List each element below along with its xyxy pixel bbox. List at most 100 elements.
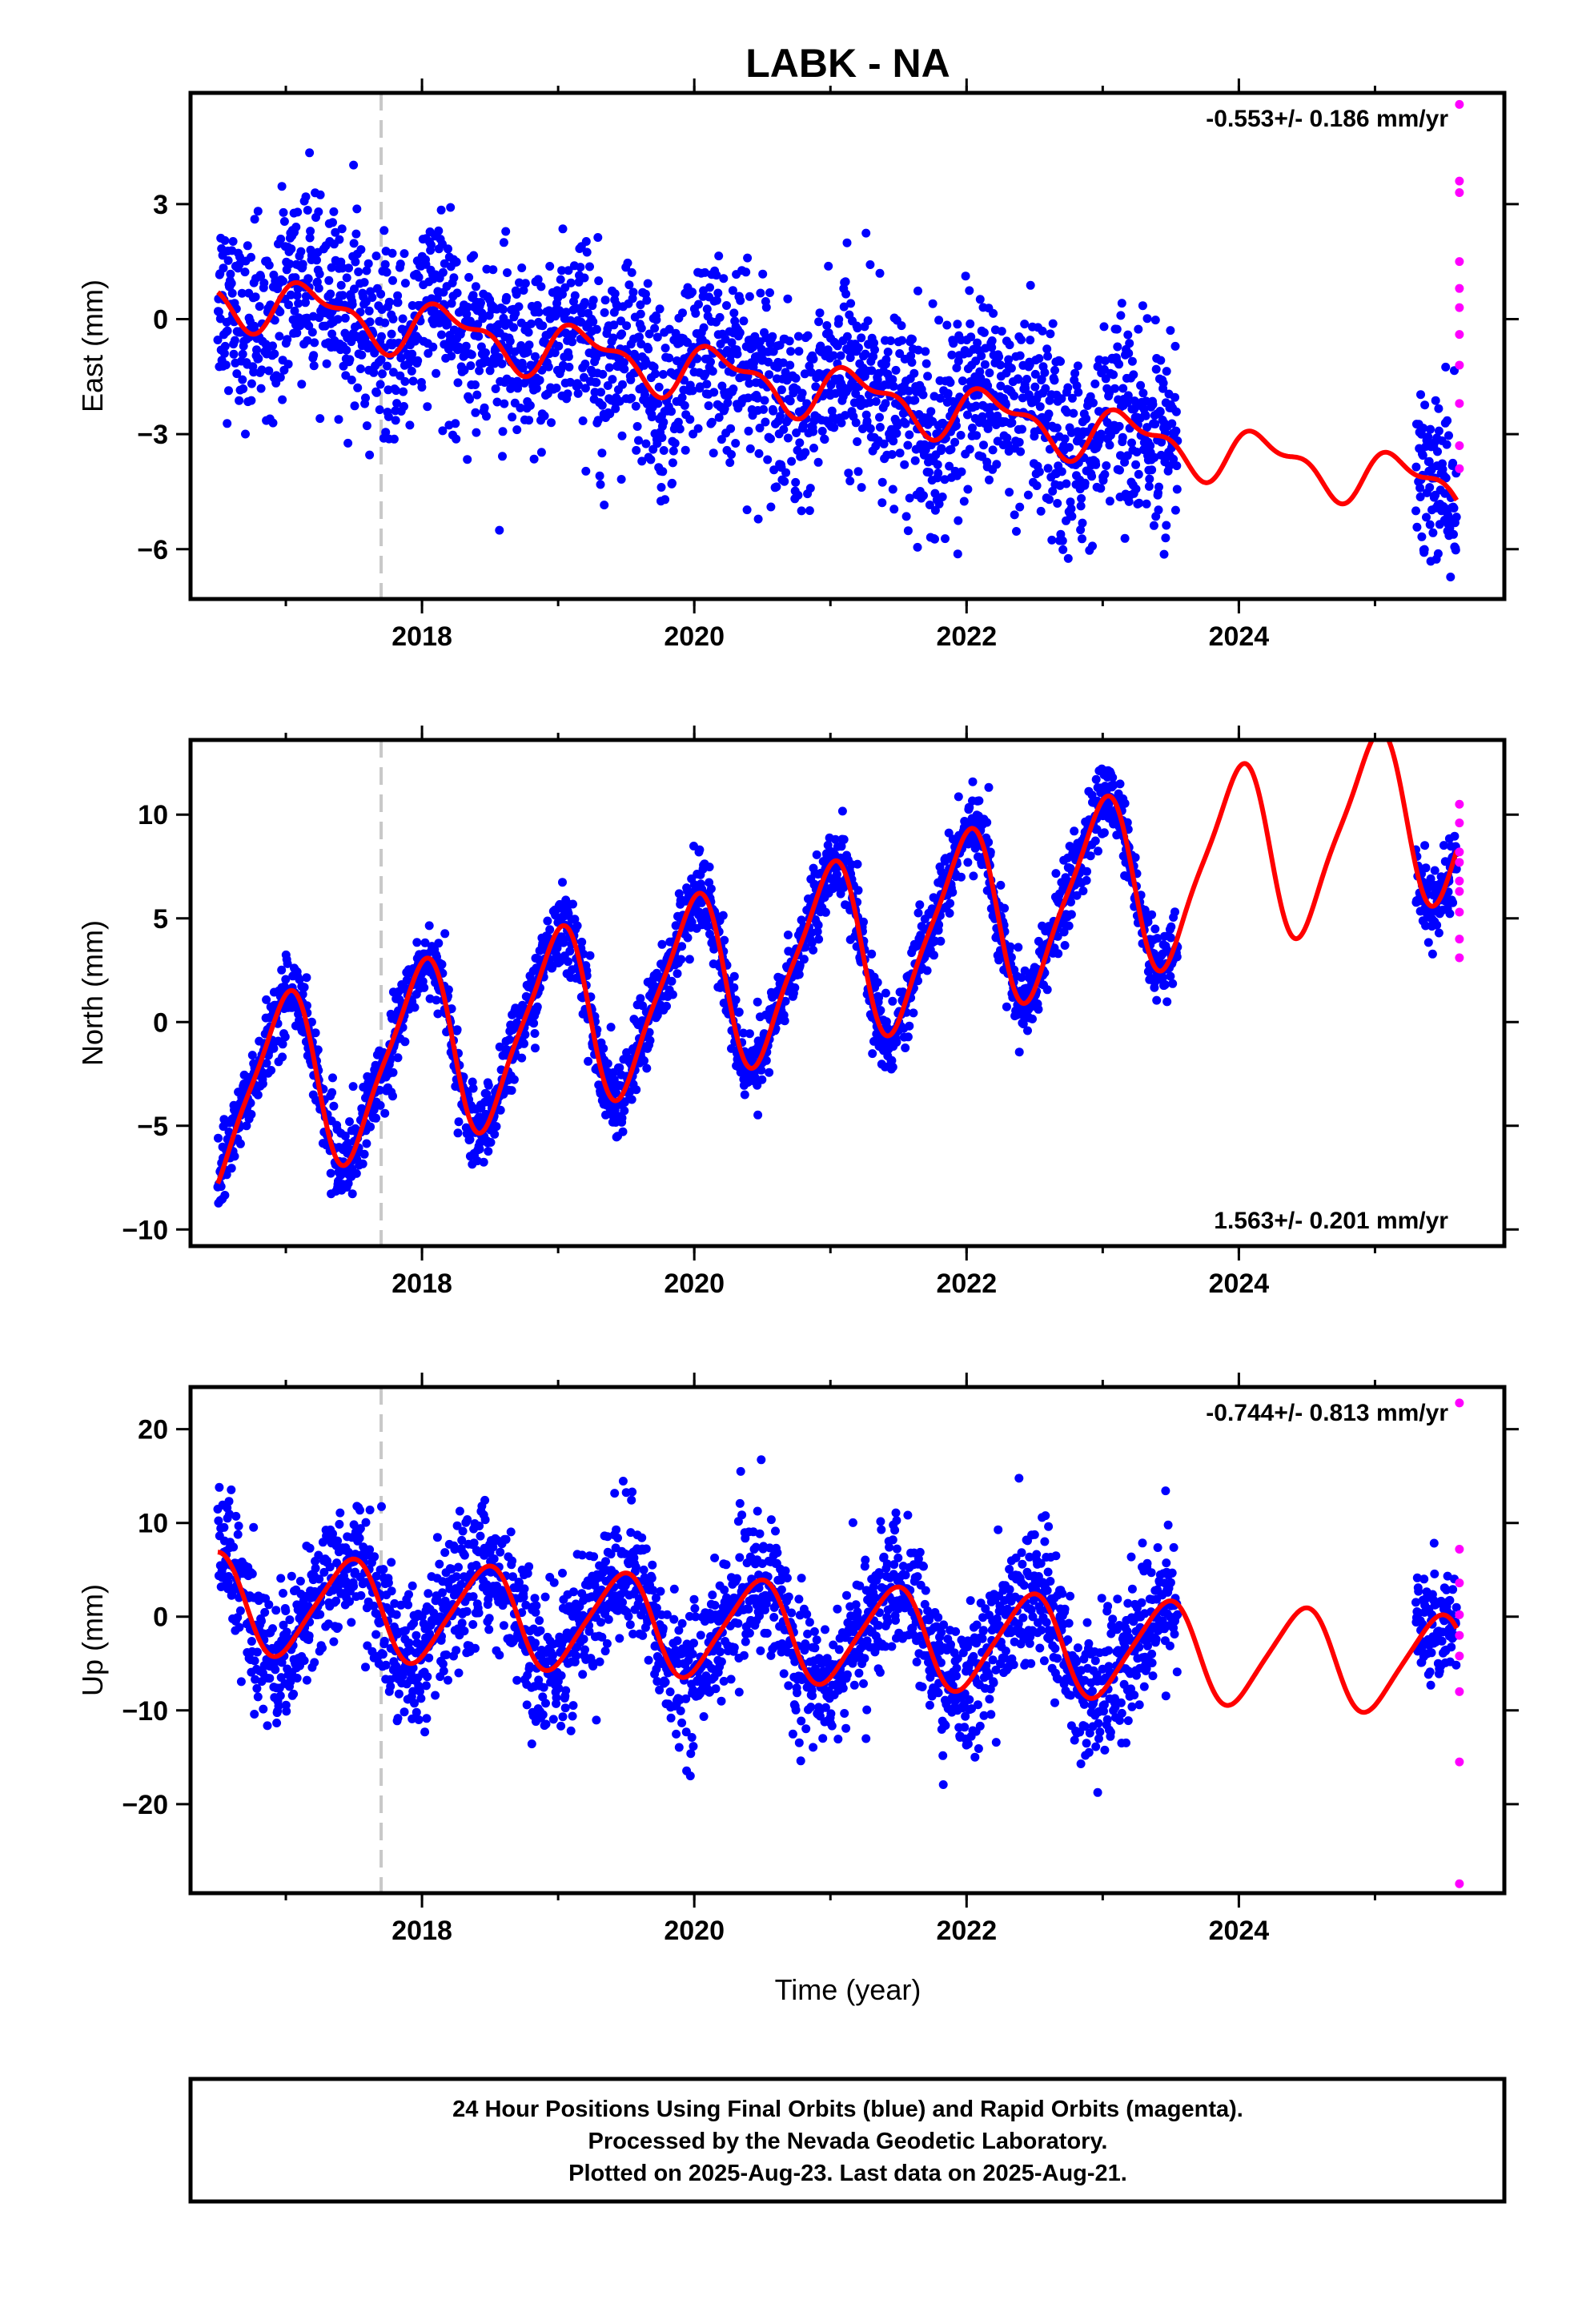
final-orbit-point [1166, 933, 1175, 943]
final-orbit-point [256, 271, 266, 281]
final-orbit-point [1030, 369, 1040, 379]
final-orbit-point [792, 428, 801, 437]
final-orbit-point [516, 403, 525, 412]
final-orbit-point [1082, 875, 1091, 885]
final-orbit-point [362, 421, 371, 431]
rapid-orbit-point [1455, 858, 1464, 867]
final-orbit-point [525, 400, 535, 410]
final-orbit-point [376, 289, 386, 299]
final-orbit-point [908, 335, 917, 344]
rapid-orbit-point [1455, 283, 1464, 293]
final-orbit-point [646, 455, 656, 464]
final-orbit-point [705, 862, 714, 872]
final-orbit-point [778, 358, 788, 368]
final-orbit-point [781, 468, 791, 477]
final-orbit-point [665, 353, 674, 363]
final-orbit-point [1158, 378, 1168, 388]
final-orbit-point [313, 1045, 323, 1055]
final-orbit-point [1172, 461, 1182, 471]
final-orbit-point [634, 436, 643, 445]
final-orbit-point [934, 468, 943, 478]
final-orbit-point [264, 366, 274, 376]
final-orbit-point [744, 426, 753, 436]
final-orbit-point [1428, 528, 1438, 537]
final-orbit-point [839, 302, 849, 312]
final-orbit-point [279, 217, 289, 226]
final-orbit-point [388, 368, 398, 377]
final-orbit-point [280, 1032, 290, 1042]
final-orbit-point [363, 259, 373, 268]
final-orbit-point [1109, 370, 1118, 380]
final-orbit-point [400, 279, 410, 288]
final-orbit-point [1171, 407, 1181, 416]
final-orbit-point [1003, 440, 1013, 449]
final-orbit-point [668, 478, 677, 488]
final-orbit-point [1427, 949, 1437, 959]
final-orbit-point [769, 465, 779, 475]
final-orbit-point [785, 336, 794, 346]
final-orbit-point [897, 321, 906, 331]
final-orbit-point [252, 1647, 262, 1657]
final-orbit-point [469, 251, 479, 260]
final-orbit-point [783, 433, 793, 443]
final-orbit-point [627, 393, 636, 403]
final-orbit-point [971, 356, 981, 366]
final-orbit-point [1076, 501, 1086, 511]
final-orbit-point [1120, 798, 1130, 808]
final-orbit-point [382, 267, 391, 277]
final-orbit-point [985, 475, 994, 485]
final-orbit-point [524, 340, 534, 350]
final-orbit-point [644, 344, 653, 354]
final-orbit-point [595, 471, 604, 480]
final-orbit-point [857, 333, 866, 343]
final-orbit-point [246, 1098, 255, 1108]
final-orbit-point [963, 410, 972, 420]
final-orbit-point [671, 328, 681, 338]
final-orbit-point [597, 448, 607, 458]
final-orbit-point [839, 883, 849, 892]
final-orbit-point [661, 495, 670, 505]
final-orbit-point [310, 338, 319, 348]
final-orbit-point [986, 847, 995, 857]
final-orbit-point [791, 477, 801, 487]
final-orbit-point [585, 951, 595, 960]
final-orbit-point [1010, 510, 1019, 520]
final-orbit-point [343, 438, 353, 448]
final-orbit-point [461, 341, 471, 351]
final-orbit-point [765, 1068, 774, 1077]
final-orbit-point [683, 338, 693, 348]
final-orbit-point [334, 415, 343, 424]
final-orbit-point [853, 437, 862, 446]
final-orbit-point [889, 436, 898, 446]
final-orbit-point [227, 1485, 236, 1494]
final-orbit-point [1105, 497, 1114, 506]
final-orbit-point [380, 259, 390, 269]
final-orbit-point [745, 292, 754, 301]
final-orbit-point [497, 359, 507, 368]
final-orbit-point [913, 542, 922, 552]
final-orbit-point [286, 290, 295, 300]
final-orbit-point [656, 483, 666, 492]
final-orbit-point [326, 1168, 335, 1178]
final-orbit-point [961, 271, 970, 281]
final-orbit-point [791, 373, 801, 383]
final-orbit-point [494, 320, 504, 329]
final-orbit-point [474, 332, 484, 341]
final-orbit-point [1021, 384, 1030, 393]
final-orbit-point [1154, 505, 1163, 515]
final-orbit-point [759, 404, 769, 414]
final-orbit-point [706, 357, 715, 367]
final-orbit-point [241, 429, 250, 439]
final-orbit-point [1117, 299, 1126, 308]
final-orbit-point [598, 369, 608, 379]
final-orbit-point [400, 249, 409, 259]
final-orbit-point [641, 439, 651, 448]
final-orbit-point [739, 316, 749, 326]
final-orbit-point [861, 228, 871, 238]
final-orbit-point [1065, 443, 1074, 452]
final-orbit-point [907, 358, 917, 367]
final-orbit-point [238, 349, 247, 359]
final-orbit-point [399, 387, 408, 396]
final-orbit-point [1131, 485, 1141, 494]
final-orbit-point [706, 884, 716, 894]
